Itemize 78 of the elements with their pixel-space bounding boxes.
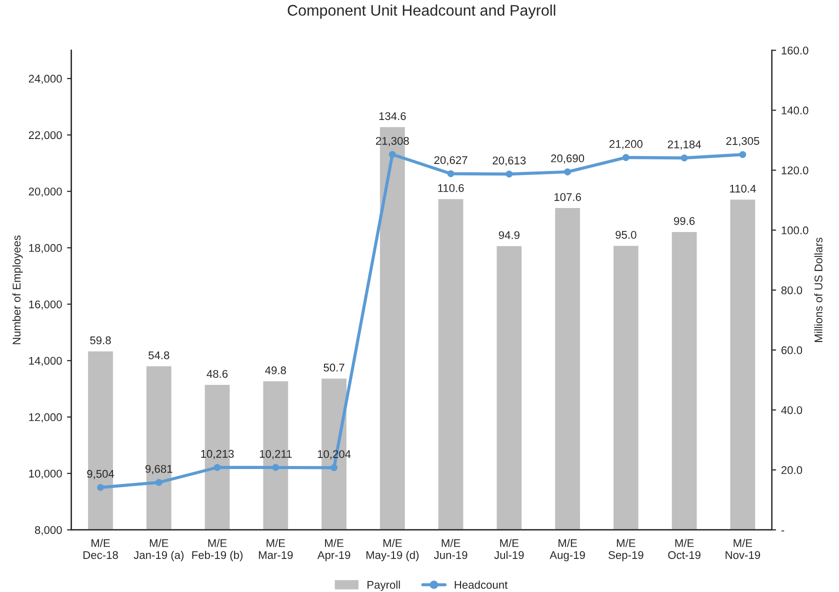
- data-label: 50.7: [324, 364, 344, 372]
- chart-title: Component Unit Headcount and Payroll: [288, 4, 556, 19]
- data-label: 110.4: [730, 184, 756, 193]
- point: [739, 151, 746, 158]
- x-tick-label: M/E May-19 (d): [366, 538, 419, 562]
- point: [680, 154, 688, 162]
- bar: [436, 198, 465, 530]
- data-label: 10,213: [201, 450, 234, 460]
- data-label: 99.6: [674, 217, 695, 225]
- bar: [612, 244, 640, 530]
- data-label: 20,690: [551, 154, 584, 164]
- bar: [495, 244, 523, 530]
- point: [330, 464, 338, 472]
- bar: [145, 364, 173, 530]
- point: [155, 478, 162, 486]
- y-tick-label: 22,000: [28, 131, 62, 140]
- y2-tick-label: 60.0: [781, 346, 802, 354]
- data-label: 110.6: [438, 184, 464, 192]
- x-tick-label: M/E Oct-19: [668, 538, 700, 559]
- data-label: 9,681: [146, 464, 172, 474]
- y2-tick-label: 80.0: [781, 286, 802, 294]
- x-tick-label: M/E Apr-19: [317, 538, 350, 562]
- y2-tick-label: 120.0: [782, 166, 808, 174]
- x-tick-label: M/E Jun-19: [434, 538, 468, 559]
- point: [447, 170, 454, 178]
- data-label: 9,504: [87, 470, 114, 480]
- data-label: 94.9: [498, 231, 520, 240]
- legend-label: Headcount: [454, 580, 508, 589]
- y-tick-label: 20,000: [28, 188, 62, 197]
- data-label: 20,627: [434, 156, 468, 166]
- y-tick-label: 24,000: [28, 74, 62, 84]
- x-tick-label: M/E Nov-19: [726, 538, 760, 559]
- x-tick-label: M/E Dec-18: [84, 538, 118, 559]
- point: [506, 170, 513, 178]
- point: [388, 150, 396, 158]
- y2-axis-title: Millions of US Dollars: [814, 238, 822, 342]
- data-label: 21,308: [376, 136, 409, 146]
- data-label: 21,305: [726, 137, 760, 146]
- y-tick-label: 16,000: [29, 300, 62, 310]
- x-tick-label: M/E Feb-19 (b): [192, 538, 243, 562]
- y2-tick-label: 40.0: [781, 406, 802, 414]
- point: [214, 464, 221, 471]
- y2-tick-label: 160.0: [782, 46, 808, 54]
- y-tick-label: 18,000: [29, 244, 62, 254]
- x-tick-label: M/E Mar-19: [258, 538, 293, 559]
- y2-tick-label: 100.0: [782, 226, 808, 234]
- y-axis-title: Number of Employees: [12, 236, 23, 344]
- data-label: 59.8: [90, 336, 111, 344]
- x-tick-label: M/E Aug-19: [550, 538, 585, 562]
- data-label: 21,184: [668, 140, 701, 150]
- y-tick-label: 10,000: [29, 470, 62, 479]
- legend-label: Payroll: [368, 580, 400, 591]
- data-label: 20,613: [492, 156, 526, 166]
- data-label: 48.6: [206, 370, 228, 378]
- y2-tick-label: 20.0: [781, 466, 802, 474]
- point: [564, 168, 572, 176]
- bar: [86, 350, 114, 530]
- x-tick-label: M/E Sep-19: [608, 538, 644, 562]
- bar: [728, 198, 757, 530]
- bar: [554, 206, 582, 530]
- y-tick-label: 12,000: [29, 413, 62, 422]
- data-label: 10,211: [260, 450, 292, 460]
- point: [272, 464, 280, 471]
- y2-tick-label: 140.0: [782, 106, 808, 114]
- y-tick-label: 8,000: [34, 526, 62, 536]
- data-label: 21,200: [609, 140, 642, 150]
- point: [622, 154, 630, 161]
- data-label: 107.6: [554, 193, 581, 201]
- x-tick-label: M/E Jan-19 (a): [134, 538, 184, 562]
- y-tick-label: 14,000: [29, 356, 62, 366]
- y2-tick-label: -: [781, 530, 784, 532]
- x-tick-label: M/E Jul-19: [494, 538, 524, 559]
- data-label: 134.6: [379, 112, 406, 120]
- data-label: 49.8: [265, 366, 286, 374]
- data-label: 54.8: [148, 351, 170, 360]
- bar: [670, 230, 698, 530]
- data-label: 95.0: [616, 230, 636, 239]
- point: [97, 484, 104, 491]
